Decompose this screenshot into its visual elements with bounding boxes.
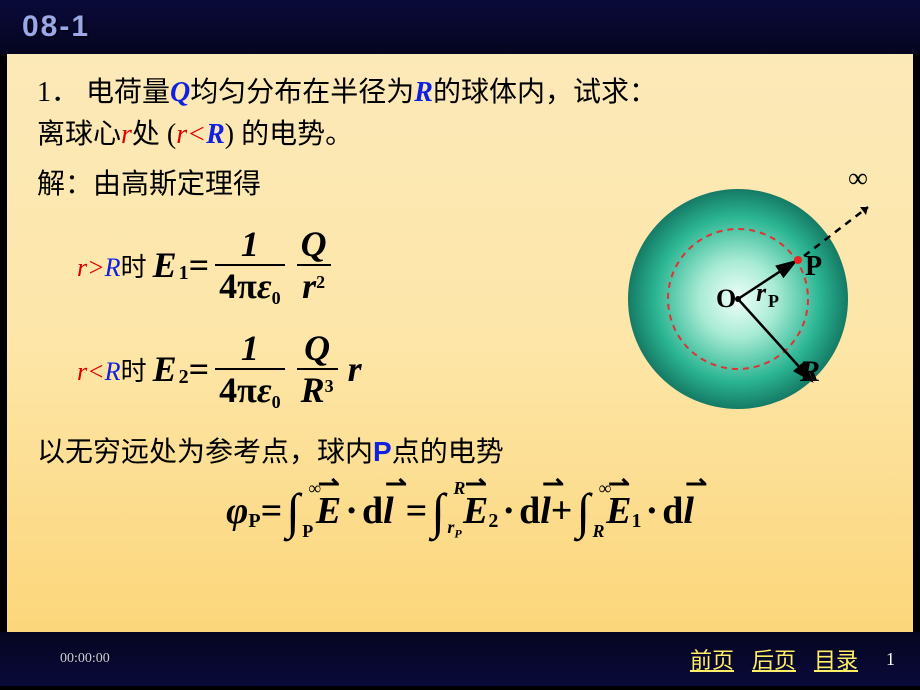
reference-note: 以无穷远处为参考点，球内P点的电势 xyxy=(37,430,883,470)
footer-nav: 前页 后页 目录 1 xyxy=(690,643,895,675)
point-P-dot xyxy=(794,256,802,264)
page-number: 1 xyxy=(886,649,895,670)
slide-header: 08-1 xyxy=(0,0,920,54)
var-r: r xyxy=(121,119,132,150)
label-rp: r xyxy=(756,278,767,307)
slide-footer: 00:00:00 前页 后页 目录 1 xyxy=(0,632,920,686)
prev-page-link[interactable]: 前页 xyxy=(690,643,734,675)
label-O: O xyxy=(716,284,736,313)
slide-content: 1． 电荷量Q均匀分布在半径为R的球体内，试求： 离球心r处 (r<R) 的电势… xyxy=(7,54,913,632)
var-R: R xyxy=(414,77,433,108)
cond-R: R xyxy=(206,119,225,150)
cond-r: r xyxy=(176,119,187,150)
timer-display: 00:00:00 xyxy=(60,651,110,667)
label-rp-sub: P xyxy=(768,291,779,311)
toc-link[interactable]: 目录 xyxy=(814,643,858,675)
condition-2: r<R时 xyxy=(77,351,147,388)
condition-1: r>R时 xyxy=(77,247,147,284)
integral-equation: φP = ∫ ∞ P E · dl = ∫ R rP E2 · dl + ∫ ∞… xyxy=(37,482,883,540)
problem-number: 1． xyxy=(37,77,79,108)
label-infinity: ∞ xyxy=(848,163,868,194)
problem-line-1: 1． 电荷量Q均匀分布在半径为R的球体内，试求： xyxy=(37,72,883,114)
diagram-svg: O r P P R ∞ xyxy=(608,149,878,429)
next-page-link[interactable]: 后页 xyxy=(752,643,796,675)
chapter-label: 08-1 xyxy=(22,10,90,44)
var-Q: Q xyxy=(170,77,190,108)
sphere-diagram: O r P P R ∞ xyxy=(608,149,878,409)
label-P: P xyxy=(805,251,822,282)
label-R: R xyxy=(799,355,820,388)
